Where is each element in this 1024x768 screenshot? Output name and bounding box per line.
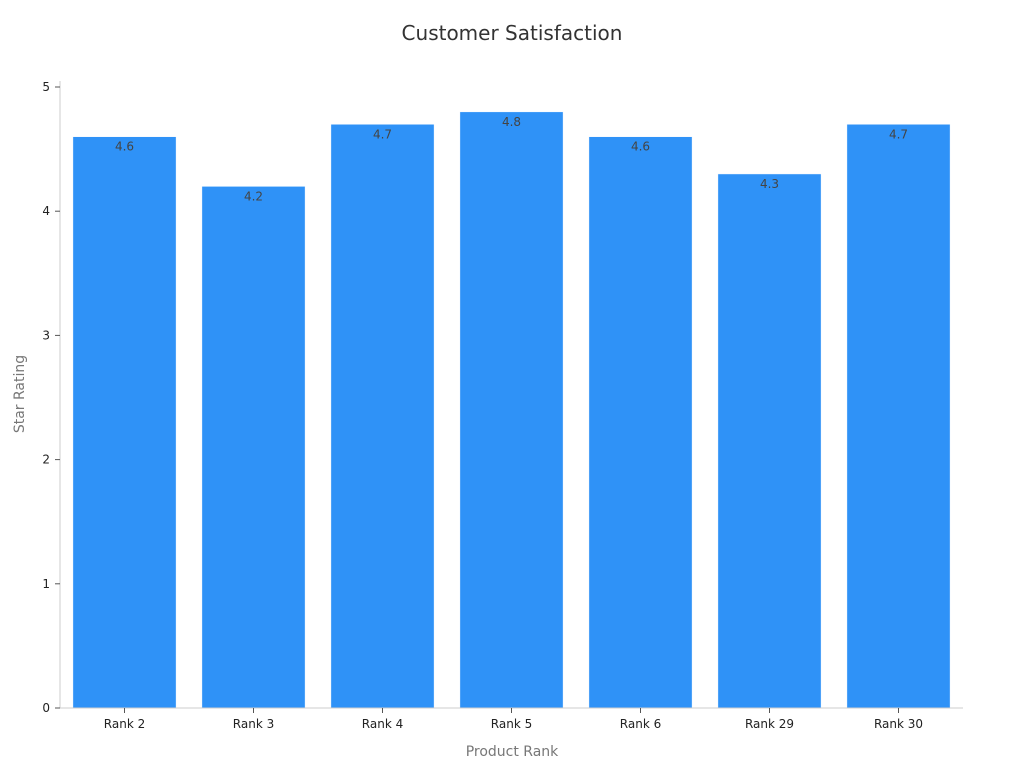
- data-label-3: 4.8: [502, 115, 521, 129]
- bar-3: [459, 111, 564, 709]
- y-tick-label-1: 1: [42, 577, 50, 591]
- x-axis: Rank 2 Rank 3 Rank 4 Rank 5 Rank 6 Rank 29 Ran…: [60, 707, 963, 731]
- bar-6: [846, 124, 951, 709]
- bar-5: [717, 173, 822, 709]
- x-tick-label-4: Rank 6: [620, 717, 661, 731]
- x-tick-label-3: Rank 5: [491, 717, 532, 731]
- data-label-2: 4.7: [373, 127, 392, 141]
- bar-1: [201, 186, 306, 709]
- y-tick-label-4: 4: [42, 204, 50, 218]
- x-tick-label-1: Rank 3: [233, 717, 274, 731]
- y-tick-label-3: 3: [42, 328, 50, 342]
- bars-group: 4.6 4.2 4.7 4.8 4.6 4.3 4.7: [72, 111, 951, 709]
- x-tick-label-6: Rank 30: [874, 717, 923, 731]
- data-label-4: 4.6: [631, 140, 650, 154]
- y-tick-label-0: 0: [42, 701, 50, 715]
- data-label-0: 4.6: [115, 140, 134, 154]
- data-label-6: 4.7: [889, 127, 908, 141]
- bar-4: [588, 136, 693, 709]
- x-tick-label-2: Rank 4: [362, 717, 403, 731]
- bar-2: [330, 124, 435, 709]
- data-label-5: 4.3: [760, 177, 779, 191]
- chart-title: Customer Satisfaction: [402, 21, 623, 45]
- y-tick-label-2: 2: [42, 453, 50, 467]
- x-tick-label-0: Rank 2: [104, 717, 145, 731]
- x-axis-label: Product Rank: [466, 744, 559, 760]
- data-label-1: 4.2: [244, 189, 263, 203]
- bar-0: [72, 136, 177, 709]
- x-tick-label-5: Rank 29: [745, 717, 794, 731]
- y-axis: 0 1 2 3 4 5: [42, 80, 61, 715]
- y-axis-label: Star Rating: [12, 355, 28, 433]
- y-tick-label-5: 5: [42, 80, 50, 94]
